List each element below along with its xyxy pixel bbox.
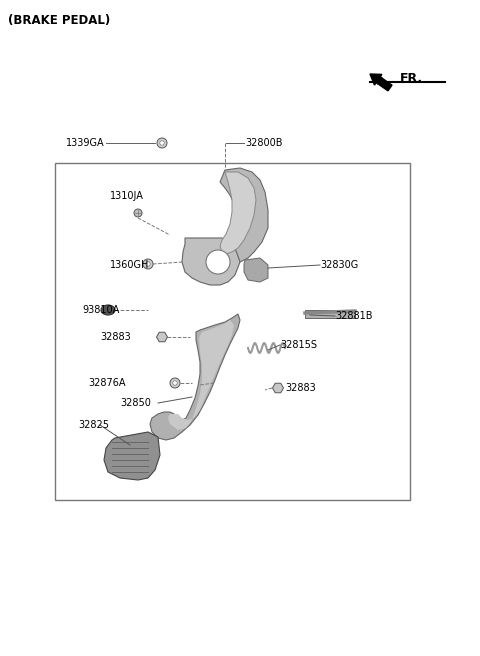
- Polygon shape: [168, 320, 234, 430]
- Text: 32881B: 32881B: [335, 311, 372, 321]
- Circle shape: [146, 262, 150, 266]
- Text: 1339GA: 1339GA: [66, 138, 105, 148]
- Circle shape: [173, 380, 177, 385]
- Text: 32883: 32883: [100, 332, 131, 342]
- FancyArrow shape: [370, 74, 392, 91]
- Polygon shape: [215, 168, 268, 270]
- Text: 32850: 32850: [120, 398, 151, 408]
- Text: FR.: FR.: [400, 72, 423, 85]
- Text: 32883: 32883: [285, 383, 316, 393]
- Circle shape: [143, 259, 153, 269]
- Circle shape: [206, 250, 230, 274]
- Text: 1360GH: 1360GH: [110, 260, 149, 270]
- Ellipse shape: [101, 305, 115, 315]
- Circle shape: [170, 378, 180, 388]
- Text: 32876A: 32876A: [88, 378, 125, 388]
- Polygon shape: [150, 314, 240, 440]
- Polygon shape: [104, 432, 160, 480]
- Polygon shape: [156, 332, 168, 342]
- Polygon shape: [244, 258, 268, 282]
- Text: (BRAKE PEDAL): (BRAKE PEDAL): [8, 14, 110, 27]
- Circle shape: [134, 209, 142, 217]
- Text: 32830G: 32830G: [320, 260, 358, 270]
- Text: 1310JA: 1310JA: [110, 191, 144, 201]
- Text: 93810A: 93810A: [82, 305, 119, 315]
- Text: 32800B: 32800B: [245, 138, 283, 148]
- Circle shape: [160, 141, 164, 145]
- Polygon shape: [220, 172, 256, 254]
- Text: 32815S: 32815S: [280, 340, 317, 350]
- Bar: [55, 163, 410, 500]
- Polygon shape: [182, 238, 240, 285]
- Circle shape: [157, 138, 167, 148]
- Text: 32825: 32825: [78, 420, 109, 430]
- Polygon shape: [273, 383, 284, 393]
